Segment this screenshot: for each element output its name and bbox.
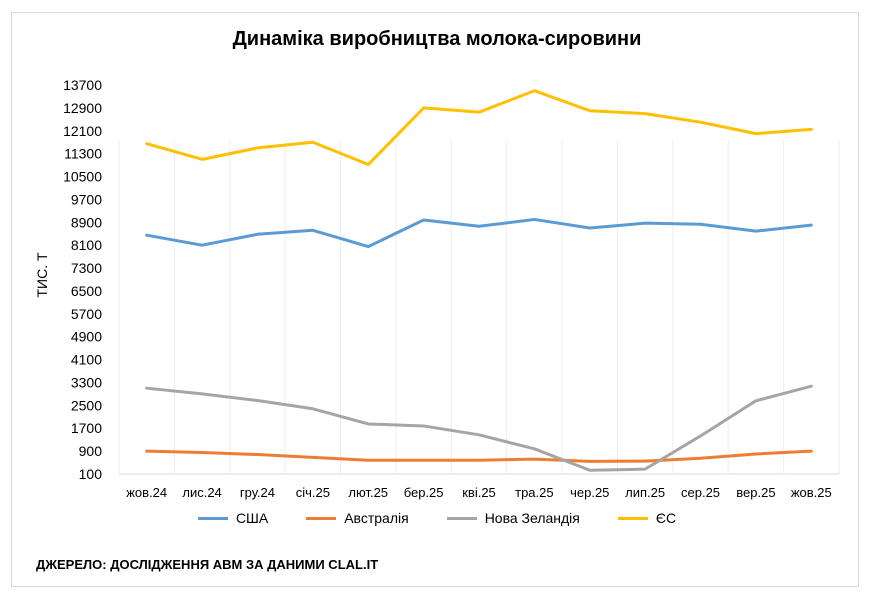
x-tick-label: бер.25 [404, 485, 444, 500]
x-tick-label: лис.24 [182, 485, 221, 500]
legend-item: ЄС [617, 510, 677, 526]
x-tick-label: чер.25 [570, 485, 609, 500]
series-line [145, 217, 813, 249]
x-tick-label: сер.25 [681, 485, 720, 500]
y-tick-label: 1700 [71, 420, 102, 436]
legend-label: США [235, 510, 269, 526]
legend-item: США [197, 510, 269, 526]
series-line [145, 89, 813, 167]
legend-swatch [197, 516, 228, 520]
chart-title: Динаміка виробництва молока-сировини [232, 28, 642, 50]
gridlines [118, 140, 840, 475]
legend-label: ЄС [655, 510, 677, 526]
y-tick-label: 5700 [71, 306, 102, 322]
legend-label: Нова Зеландія [484, 510, 580, 526]
y-tick-label: 9700 [71, 191, 102, 207]
legend-label: Австралія [344, 510, 409, 526]
y-tick-label: 8100 [71, 237, 102, 253]
y-tick-label: 8900 [71, 214, 102, 230]
x-tick-label: вер.25 [736, 485, 775, 500]
legend-swatch [446, 516, 477, 520]
source-note: ДЖЕРЕЛО: ДОСЛІДЖЕННЯ АВМ ЗА ДАНИМИ CLAL.… [36, 557, 379, 572]
legend-item: Австралія [306, 510, 409, 526]
y-axis-ticks: 100 900 1700 2500 3300 4100 4900 5700 6500 7300 81… [63, 77, 102, 482]
y-tick-label: 900 [79, 443, 103, 459]
y-tick-label: 2500 [71, 397, 102, 413]
series-line [145, 449, 813, 463]
y-tick-label: 12100 [63, 123, 102, 139]
x-axis-ticks: жов.24 лис.24 гру.24 січ.25 лют.25 бер.25 кві.… [126, 485, 832, 500]
y-tick-label: 12900 [63, 100, 102, 116]
legend-item: Нова Зеландія [446, 510, 580, 526]
y-tick-label: 4100 [71, 352, 102, 368]
y-tick-label: 4900 [71, 329, 102, 345]
x-tick-label: січ.25 [296, 485, 330, 500]
x-tick-label: гру.24 [240, 485, 275, 500]
legend: США Австралія Нова Зеландія ЄС [0, 510, 874, 526]
x-tick-label: жов.24 [126, 485, 167, 500]
x-tick-label: лют.25 [348, 485, 388, 500]
legend-swatch [617, 516, 648, 520]
y-tick-label: 6500 [71, 283, 102, 299]
y-tick-label: 3300 [71, 374, 102, 390]
y-tick-label: 7300 [71, 260, 102, 276]
x-tick-label: кві.25 [462, 485, 496, 500]
y-axis-label: ТИС. Т [34, 252, 50, 298]
y-tick-label: 100 [79, 466, 103, 482]
y-tick-label: 10500 [63, 169, 102, 185]
x-tick-label: лип.25 [625, 485, 665, 500]
legend-swatch [306, 516, 337, 520]
x-tick-label: тра.25 [515, 485, 554, 500]
y-tick-label: 11300 [64, 146, 102, 162]
series-lines [145, 89, 813, 472]
x-tick-label: жов.25 [791, 485, 832, 500]
y-tick-label: 13700 [63, 77, 102, 93]
